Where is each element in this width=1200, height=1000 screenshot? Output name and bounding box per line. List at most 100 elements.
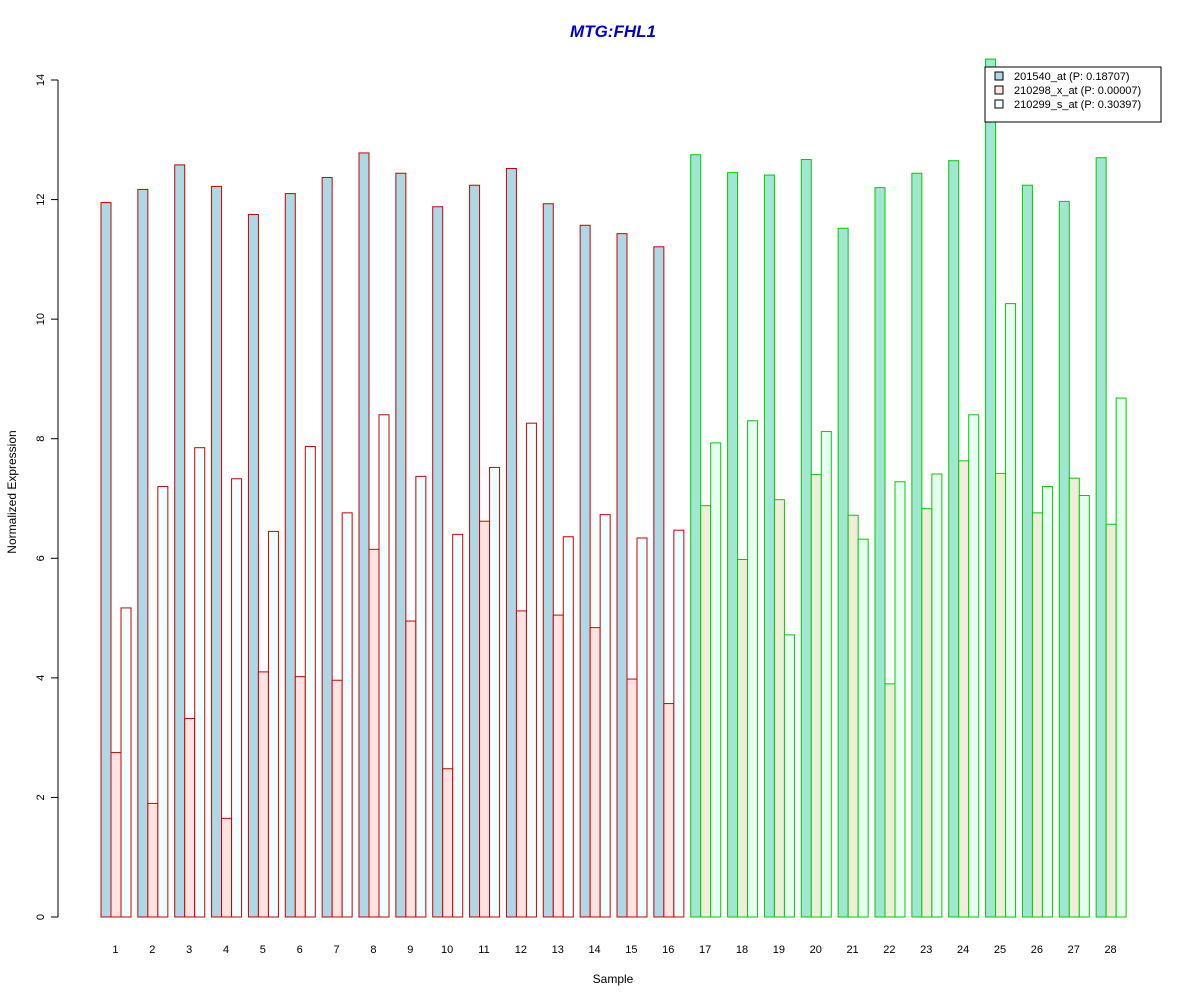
- legend-label: 201540_at (P: 0.18707): [1014, 71, 1130, 83]
- bar-series-1-sample-27: [1058, 200, 1070, 918]
- bar-series-3-sample-12: [525, 422, 537, 918]
- x-tick-label: 20: [810, 944, 822, 956]
- legend-label: 210298_x_at (P: 0.00007): [1014, 85, 1141, 97]
- bar-series-1-sample-6: [284, 193, 296, 918]
- bar-series-2-sample-17: [700, 505, 712, 918]
- bar-series-2-sample-6: [294, 676, 306, 918]
- bar-series-2-sample-9: [405, 620, 417, 918]
- bar-series-2-sample-14: [589, 627, 601, 918]
- bar-series-3-sample-11: [489, 466, 501, 918]
- bars: [100, 58, 1127, 918]
- x-tick-label: 11: [478, 944, 489, 956]
- legend: 201540_at (P: 0.18707) 210298_x_at (P: 0.…: [984, 66, 1162, 123]
- bar-series-1-sample-26: [1021, 184, 1033, 918]
- y-axis-label: Normalized Expression: [5, 430, 19, 553]
- bar-series-3-sample-16: [673, 529, 685, 918]
- bar-series-3-sample-22: [894, 481, 906, 918]
- x-tick-label: 8: [370, 944, 376, 956]
- bar-series-2-sample-25: [995, 472, 1007, 918]
- bar-series-3-sample-3: [194, 447, 206, 918]
- bar-series-2-sample-1: [110, 752, 122, 918]
- bar-series-2-sample-28: [1105, 523, 1117, 918]
- bar-series-1-sample-23: [911, 172, 923, 918]
- x-tick-label: 15: [625, 944, 637, 956]
- x-tick-label: 3: [186, 944, 192, 956]
- bar-series-1-sample-15: [616, 233, 628, 918]
- bar-series-2-sample-7: [331, 679, 343, 918]
- bar-series-1-sample-12: [505, 167, 517, 918]
- x-tick-labels: 1 2 3 4 5 6 7 8 9 10 11 12 13 14 15 16 17 18 19 20 21 22 23 24 2…: [112, 944, 1116, 956]
- x-tick-label: 9: [407, 944, 413, 956]
- bar-series-3-sample-27: [1078, 495, 1090, 918]
- x-tick-label: 22: [883, 944, 895, 956]
- bar-series-3-sample-20: [820, 431, 832, 918]
- y-axis: 0 2 4 6 8 10 12 14: [35, 74, 59, 920]
- x-tick-label: 19: [773, 944, 785, 956]
- bar-series-2-sample-21: [847, 514, 859, 918]
- bar-series-1-sample-28: [1095, 157, 1107, 918]
- bar-series-2-sample-20: [810, 474, 822, 918]
- x-tick-label: 28: [1104, 944, 1116, 956]
- x-tick-label: 27: [1068, 944, 1080, 956]
- bar-series-3-sample-18: [747, 420, 759, 918]
- bar-series-1-sample-10: [432, 206, 444, 918]
- bar-series-1-sample-4: [211, 185, 223, 918]
- bar-series-3-sample-25: [1005, 303, 1017, 918]
- chart-title: MTG:FHL1: [570, 22, 656, 41]
- bar-series-1-sample-19: [763, 174, 775, 918]
- legend-label: 210299_s_at (P: 0.30397): [1014, 99, 1141, 111]
- bar-series-3-sample-14: [599, 514, 611, 918]
- bar-series-3-sample-26: [1041, 486, 1053, 918]
- bar-series-2-sample-15: [626, 678, 638, 918]
- bar-series-2-sample-8: [368, 548, 380, 918]
- bar-series-1-sample-7: [321, 176, 333, 918]
- bar-series-3-sample-5: [267, 530, 279, 918]
- bar-series-3-sample-9: [415, 475, 427, 918]
- x-tick-label: 7: [334, 944, 340, 956]
- x-tick-label: 16: [662, 944, 674, 956]
- bar-series-3-sample-21: [857, 538, 869, 918]
- bar-series-3-sample-19: [783, 634, 795, 918]
- x-tick-label: 25: [994, 944, 1006, 956]
- y-tick-label: 14: [35, 74, 47, 86]
- bar-series-2-sample-4: [221, 817, 233, 918]
- bar-series-1-sample-9: [395, 172, 407, 918]
- bar-series-1-sample-2: [137, 188, 149, 918]
- x-tick-label: 10: [441, 944, 453, 956]
- y-tick-label: 6: [35, 555, 47, 561]
- x-tick-label: 18: [736, 944, 748, 956]
- bar-series-3-sample-1: [120, 607, 132, 918]
- x-tick-label: 12: [515, 944, 527, 956]
- bar-series-3-sample-4: [231, 478, 243, 918]
- x-tick-label: 21: [846, 944, 858, 956]
- x-tick-label: 17: [699, 944, 711, 956]
- bar-series-2-sample-18: [737, 558, 749, 918]
- y-tick-label: 4: [35, 675, 47, 681]
- x-tick-label: 5: [260, 944, 266, 956]
- bar-series-3-sample-7: [341, 512, 353, 918]
- bar-series-3-sample-8: [378, 414, 390, 918]
- bar-series-3-sample-13: [562, 536, 574, 918]
- legend-swatch: [994, 99, 1004, 109]
- bar-series-3-sample-17: [710, 442, 722, 918]
- bar-series-2-sample-19: [773, 499, 785, 918]
- bar-series-1-sample-25: [985, 58, 997, 918]
- bar-series-2-sample-13: [552, 614, 564, 918]
- bar-series-2-sample-27: [1068, 477, 1080, 918]
- y-tick-label: 2: [35, 794, 47, 800]
- bar-series-1-sample-8: [358, 152, 370, 918]
- bar-series-2-sample-22: [884, 683, 896, 918]
- bar-series-1-sample-21: [837, 227, 849, 918]
- x-tick-label: 2: [149, 944, 155, 956]
- x-tick-label: 26: [1031, 944, 1043, 956]
- x-tick-label: 14: [588, 944, 600, 956]
- x-tick-label: 4: [223, 944, 229, 956]
- bar-series-1-sample-16: [653, 246, 665, 918]
- bar-series-1-sample-24: [948, 160, 960, 918]
- bar-series-3-sample-15: [636, 537, 648, 918]
- bar-series-3-sample-24: [968, 414, 980, 918]
- x-tick-label: 24: [957, 944, 969, 956]
- y-tick-label: 0: [35, 914, 47, 920]
- bar-series-1-sample-20: [800, 159, 812, 918]
